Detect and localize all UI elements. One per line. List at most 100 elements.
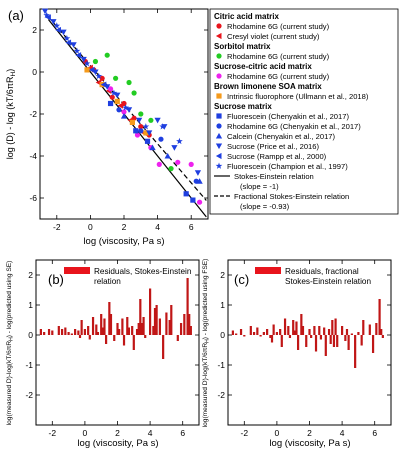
residual-bar (344, 335, 347, 341)
data-point (144, 138, 151, 144)
data-point (43, 11, 51, 19)
residual-bar (345, 329, 349, 335)
residual-bar (118, 329, 121, 335)
data-point (190, 197, 196, 203)
data-point (60, 29, 67, 36)
data-point (114, 98, 120, 104)
data-point (110, 89, 118, 96)
residual-bar (183, 314, 186, 335)
residual-bar (127, 327, 131, 335)
panel-a-y-ticks: -6 -4 -2 0 2 (29, 25, 208, 203)
x-tick-label: 6 (372, 428, 377, 438)
x-tick-label: 0 (88, 222, 93, 232)
panel-c-bars (231, 299, 384, 368)
legend-entry-label: Fluorescein (Champion et al., 1997) (227, 162, 348, 171)
residual-bar (51, 330, 54, 335)
data-point (159, 123, 166, 130)
residual-bar (144, 335, 147, 338)
data-point (197, 199, 203, 205)
y-tick-label: -1 (217, 360, 225, 370)
y-tick-label: 1 (220, 300, 225, 310)
residual-bar (357, 332, 360, 335)
data-point (194, 170, 202, 176)
legend-marker (216, 23, 222, 29)
y-tick-label: 1 (28, 300, 33, 310)
data-point (100, 81, 107, 88)
residual-bar (60, 329, 64, 335)
panel-c-x-ticks: -2 0 2 4 6 (241, 260, 377, 438)
residual-bar (319, 335, 323, 340)
data-point (158, 136, 164, 142)
residual-bar (152, 326, 155, 335)
data-point (134, 132, 141, 138)
residual-bar (310, 335, 313, 338)
data-point (116, 107, 122, 113)
panel-b-legend-line-1: Residuals, Stokes-Einstein (94, 267, 192, 276)
legend-group-title: Sucrose-citric acid matrix (214, 62, 312, 71)
data-point (99, 75, 105, 81)
legend-line-label: Stokes-Einstein relation (234, 172, 314, 181)
residual-bar (57, 326, 60, 335)
data-point (92, 58, 99, 65)
residual-bar (135, 329, 139, 335)
data-point (113, 75, 119, 81)
residual-bar (323, 327, 326, 335)
y-tick-label: 2 (220, 270, 225, 280)
data-point (171, 145, 178, 151)
residual-bar (101, 327, 104, 335)
residual-bar (249, 326, 252, 335)
residual-bar (252, 332, 256, 335)
data-point (164, 152, 171, 159)
legend-marker (216, 113, 222, 119)
residual-bar (103, 318, 106, 335)
legend-entry-label: Cresyl violet (current study) (227, 32, 320, 41)
panel-a-y-axis-subscript: H (10, 71, 17, 76)
panel-b-legend-swatch (64, 267, 90, 274)
residual-bar (371, 335, 375, 353)
data-point (63, 34, 71, 42)
legend-entry-label: Sucrose (Rampp et al., 2000) (227, 152, 327, 161)
residual-bar (332, 335, 336, 347)
data-point (122, 104, 130, 111)
legend-marker (215, 132, 223, 139)
panel-b-y-ticks: -2 -1 0 1 2 (25, 270, 199, 400)
x-tick-label: 4 (340, 428, 345, 438)
legend-line-note: (slope = -0.93) (240, 202, 290, 211)
residual-bar (67, 332, 70, 335)
panel-c-label: (c) (234, 272, 249, 287)
residual-bar (331, 320, 334, 335)
residual-bar (153, 308, 157, 335)
residual-bar (39, 329, 42, 335)
data-point (138, 128, 144, 134)
residual-bar (378, 299, 381, 335)
x-tick-label: 6 (189, 222, 194, 232)
y-tick-label: -2 (29, 109, 37, 119)
panel-a-x-axis-label: log (viscosity, Pa s) (83, 236, 164, 247)
y-tick-label: -4 (29, 151, 37, 161)
residual-bar (305, 335, 308, 347)
residual-bar (142, 317, 145, 335)
residual-bar (300, 314, 303, 335)
panel-a-y-axis-label: log (D) - log (kT/6πRH) (5, 69, 17, 159)
residual-bar (158, 318, 161, 335)
residual-bar (132, 335, 135, 350)
residual-bar (368, 324, 371, 335)
residual-bar (283, 318, 287, 335)
residual-bar (188, 314, 191, 335)
panel-c-y-axis-label: log(measured D)-log(kT/6πRH) - log(predi… (202, 259, 211, 428)
data-point (146, 130, 153, 137)
residual-bar (336, 335, 339, 347)
legend-entry-label: Rhodamine 6G (Chenyakin et al., 2017) (227, 122, 361, 131)
data-point (73, 47, 81, 54)
y-tick-label: 2 (28, 270, 33, 280)
residual-bar (43, 332, 46, 335)
residual-bar (292, 320, 295, 335)
legend-marker (216, 73, 222, 79)
panel-a-x-ticks: -2 0 2 4 6 (53, 9, 194, 232)
residual-bar (313, 326, 316, 335)
data-point (55, 26, 61, 34)
legend-entry-label: Rhodamine 6G (current study) (227, 52, 330, 61)
residual-bar (170, 305, 173, 335)
panel-b-y-axis-label: log(measured D)-log(kT/6πRH) - log(predi… (6, 261, 15, 426)
